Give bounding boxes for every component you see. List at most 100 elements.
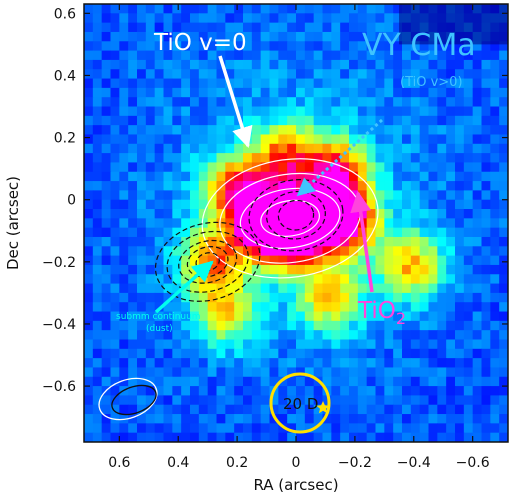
heatmap-pixel [101,22,112,33]
heatmap-pixel [499,125,508,136]
heatmap-pixel [137,209,147,219]
heatmap-pixel [119,125,129,136]
heatmap-pixel [128,59,138,70]
heatmap-pixel [190,395,200,406]
heatmap-pixel [269,246,279,257]
heatmap-pixel [287,106,297,117]
heatmap-pixel [260,227,271,238]
heatmap-pixel [92,106,103,117]
heatmap-pixel [428,134,438,145]
heatmap-pixel [419,106,430,117]
heatmap-pixel [269,218,279,229]
heatmap-pixel [322,143,332,154]
heatmap-pixel [393,162,403,173]
heatmap-pixel [234,274,244,285]
heatmap-pixel [243,171,253,182]
heatmap-pixel [304,348,315,359]
heatmap-pixel [260,41,271,52]
heatmap-pixel [251,209,262,219]
heatmap-pixel [216,264,226,275]
heatmap-pixel [419,404,430,415]
heatmap-pixel [172,190,182,201]
heatmap-pixel [472,190,483,201]
heatmap-pixel [128,395,138,406]
heatmap-pixel [366,423,377,434]
heatmap-pixel [225,432,235,442]
heatmap-pixel [225,199,235,210]
heatmap-pixel [331,41,341,52]
x-tick-label: 0.6 [108,455,130,471]
heatmap-pixel [313,218,324,229]
heatmap-pixel [251,78,262,89]
heatmap-pixel [437,218,447,229]
heatmap-pixel [172,69,182,80]
heatmap-pixel [234,320,244,331]
heatmap-pixel [455,386,465,397]
heatmap-pixel [366,199,377,210]
heatmap-pixel [269,87,279,98]
heatmap-pixel [437,209,447,219]
heatmap-pixel [225,50,235,61]
heatmap-pixel [225,395,235,406]
heatmap-pixel [243,339,253,350]
heatmap-pixel [463,50,474,61]
heatmap-pixel [340,367,350,378]
heatmap-pixel [84,97,94,108]
heatmap-pixel [499,171,508,182]
heatmap-pixel [251,386,262,397]
heatmap-pixel [393,236,403,247]
heatmap-pixel [92,153,103,164]
heatmap-pixel [145,227,156,238]
heatmap-pixel [481,246,491,257]
heatmap-pixel [410,367,421,378]
heatmap-pixel [446,376,456,387]
heatmap-pixel [207,358,218,369]
heatmap-pixel [137,69,147,80]
heatmap-pixel [128,97,138,108]
heatmap-pixel [128,199,138,210]
heatmap-pixel [181,106,191,117]
heatmap-pixel [366,59,377,70]
heatmap-pixel [481,69,491,80]
heatmap-pixel [490,106,500,117]
heatmap-pixel [366,218,377,229]
heatmap-pixel [110,274,120,285]
heatmap-pixel [145,125,156,136]
heatmap-pixel [296,143,306,154]
heatmap-pixel [367,442,376,452]
heatmap-pixel [340,143,350,154]
heatmap-pixel [463,59,474,70]
heatmap-pixel [234,404,244,415]
heatmap-pixel [92,181,103,191]
heatmap-pixel [419,264,430,275]
heatmap-pixel [101,432,112,442]
heatmap-pixel [304,367,315,378]
heatmap-pixel [154,218,165,229]
heatmap-pixel [181,50,191,61]
heatmap-pixel [92,59,103,70]
heatmap-pixel [357,162,368,173]
heatmap-pixel [322,78,332,89]
heatmap-pixel [393,125,403,136]
heatmap-pixel [225,414,235,424]
heatmap-pixel [110,69,120,80]
heatmap-pixel [101,134,112,145]
heatmap-pixel [472,376,483,387]
heatmap-pixel [446,330,456,341]
heatmap-pixel [102,442,111,452]
heatmap-pixel [269,376,279,387]
heatmap-pixel [375,227,385,238]
heatmap-pixel [455,311,465,322]
heatmap-pixel [278,432,288,442]
heatmap-pixel [313,134,324,145]
heatmap-pixel [110,302,120,313]
heatmap-pixel [499,283,508,294]
heatmap-pixel [455,246,465,257]
heatmap-pixel [216,171,226,182]
heatmap-pixel [402,311,412,322]
heatmap-pixel [251,125,262,136]
heatmap-pixel [128,181,138,191]
heatmap-pixel [331,190,341,201]
heatmap-pixel [357,97,368,108]
